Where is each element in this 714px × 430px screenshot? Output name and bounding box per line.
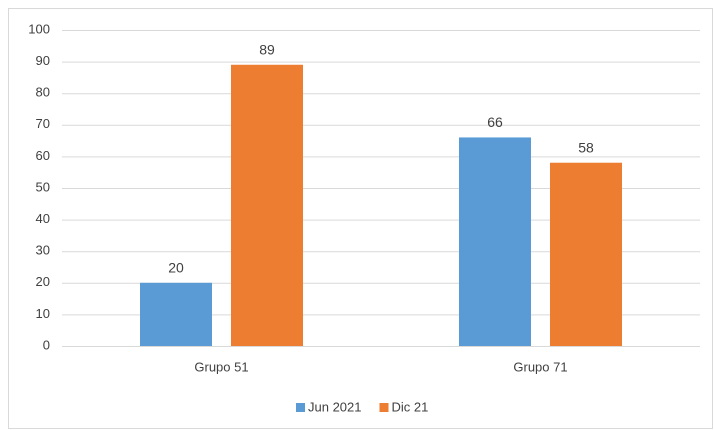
legend-swatch [379, 403, 389, 412]
y-tick-label: 90 [36, 53, 50, 68]
data-label: 20 [168, 260, 184, 276]
y-tick-label: 100 [28, 21, 50, 36]
y-tick-label: 20 [36, 274, 50, 289]
y-tick-label: 0 [43, 337, 50, 352]
bar [140, 282, 212, 346]
legend-swatch [296, 403, 305, 412]
data-label: 66 [487, 114, 503, 130]
x-tick-label: Grupo 71 [513, 359, 567, 374]
y-tick-label: 50 [36, 179, 50, 194]
y-tick-label: 60 [36, 148, 50, 163]
legend-label: Jun 2021 [308, 399, 362, 414]
bar [459, 137, 531, 346]
y-tick-label: 30 [36, 243, 50, 258]
data-label: 89 [259, 41, 275, 57]
bar [231, 64, 303, 346]
y-tick-label: 10 [36, 306, 50, 321]
y-tick-label: 70 [36, 116, 50, 131]
y-tick-label: 80 [36, 85, 50, 100]
bar [550, 162, 622, 346]
y-tick-label: 40 [36, 211, 50, 226]
legend-label: Dic 21 [392, 399, 429, 414]
x-tick-label: Grupo 51 [194, 359, 248, 374]
data-label: 58 [578, 139, 594, 155]
